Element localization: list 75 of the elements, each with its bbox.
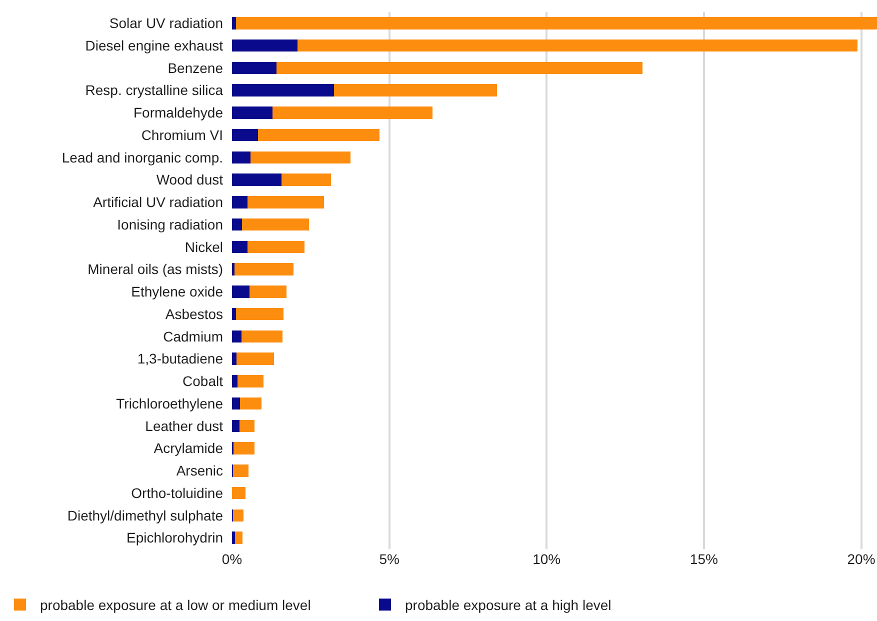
bar [240,397,262,410]
bar [232,509,244,522]
bar [241,330,283,343]
bar [236,17,877,30]
bar [232,420,240,432]
bar [240,420,255,432]
bar [272,106,432,119]
x-tick-label: 10% [532,551,561,567]
bar [232,486,246,500]
bar [234,263,294,276]
bar [334,84,497,96]
y-tick-label: Trichloroethylene [116,395,224,412]
y-tick-label: Epichlorohydrin [126,530,223,546]
bar [232,397,240,410]
bar [232,240,248,254]
y-tick-label: Lead and inorganic comp. [62,149,223,166]
bar [232,308,236,320]
y-tick-label: 1,3-butadiene [137,350,224,367]
bar [232,174,282,186]
bar [237,375,264,388]
bar [232,128,258,142]
y-tick-label: Resp. crystalline silica [85,82,224,98]
bar [232,39,298,52]
y-tick-label: Artificial UV radiation [93,194,223,210]
bar [232,196,248,208]
y-tick-label: Mineral oils (as mists) [88,261,223,278]
y-tick-label: Nickel [184,238,223,255]
y-tick-label: Solar UV radiation [109,15,223,32]
bar [250,286,286,298]
bar [248,240,304,254]
bar [232,352,236,365]
legend-label: probable exposure at a low or medium level [40,597,311,614]
legend-label: probable exposure at a high level [405,597,612,614]
x-tick-label: 20% [847,551,876,567]
y-tick-label: Cadmium [163,328,223,344]
y-tick-label: Asbestos [165,306,223,322]
bar [250,151,351,164]
bar [232,263,235,276]
y-tick-label: Ethylene oxide [131,284,224,300]
bar [232,464,249,477]
bar [297,39,858,52]
y-tick-label: Benzene [168,60,224,76]
bar [281,174,332,186]
y-tick-label: Formaldehyde [134,104,224,121]
y-tick-label: Cobalt [182,373,224,390]
bar [236,352,274,365]
bar [232,151,250,164]
bar [233,442,255,454]
y-tick-label: Acrylamide [154,440,224,456]
bar [232,218,242,231]
bar [235,532,242,544]
bar [232,532,236,544]
bar [232,330,242,343]
bar [232,17,236,30]
bar [258,128,380,142]
y-tick-label: Ionising radiation [117,216,223,232]
x-tick-label: 15% [690,551,718,567]
bar [232,84,334,96]
y-tick-label: Arsenic [176,462,223,479]
bar [232,286,250,298]
y-tick-label: Wood dust [156,172,224,188]
bar [232,62,277,74]
bar [232,106,272,119]
x-tick-label: 0% [222,551,242,567]
y-tick-label: Leather dust [145,418,224,434]
y-tick-label: Diethyl/dimethyl sulphate [67,507,224,524]
bar [242,218,310,231]
x-tick-label: 5% [379,551,400,567]
bar [248,196,324,208]
y-tick-label: Ortho-toluidine [131,484,224,501]
y-tick-label: Diesel engine exhaust [85,37,224,54]
bar [236,308,284,320]
y-tick-label: Chromium VI [141,126,223,143]
bar [232,375,238,388]
bar [276,62,643,74]
